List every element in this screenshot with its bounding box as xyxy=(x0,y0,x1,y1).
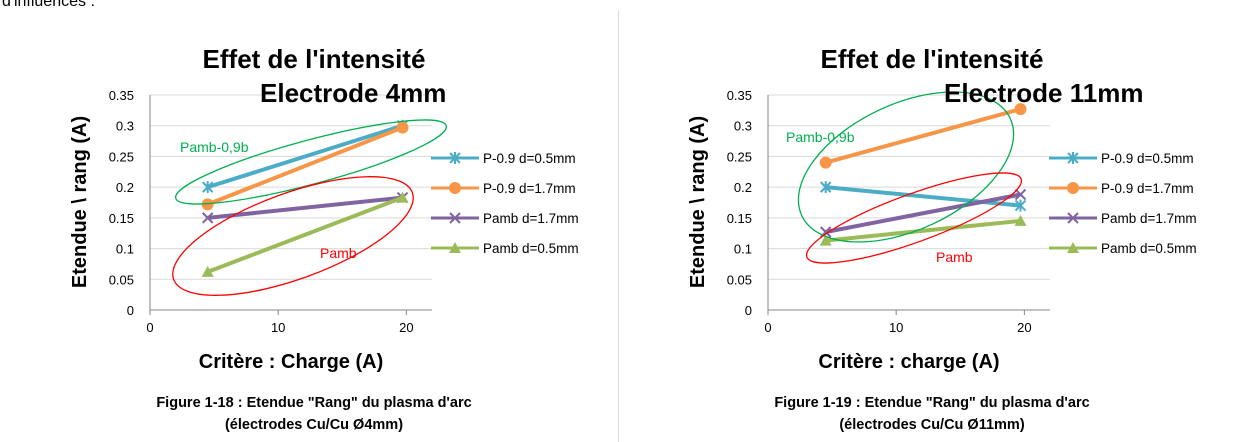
annotation-ellipse-red xyxy=(805,172,1023,264)
data-point xyxy=(201,265,214,277)
chart-left-svg: 0 0.05 0.1 0.15 0.2 0.25 0.3 0.35 0 10 20 Pamb-0,9b… xyxy=(69,44,579,373)
data-point xyxy=(819,234,832,246)
panel-divider xyxy=(618,10,619,442)
annotation-ellipse-green xyxy=(797,91,1015,243)
x-tick-label: 20 xyxy=(399,320,413,335)
data-point xyxy=(1014,103,1027,116)
legend-item: P-0.9 d=0.5mm xyxy=(1049,151,1194,166)
x-tick-label: 10 xyxy=(889,320,903,335)
data-point xyxy=(201,212,214,224)
y-tick-label: 0.3 xyxy=(116,119,134,134)
legend-label: P-0.9 d=1.7mm xyxy=(1101,181,1194,196)
legend-label: Pamb d=1.7mm xyxy=(1101,211,1197,226)
y-tick-label: 0.25 xyxy=(727,149,752,164)
annotation-label: Pamb xyxy=(936,249,973,265)
y-axis-label: Etendue \ rang (A) xyxy=(69,116,91,288)
series-pamb-d-0-5mm xyxy=(819,214,1027,246)
data-point xyxy=(1067,212,1079,224)
data-point xyxy=(449,182,461,194)
data-point xyxy=(819,156,832,169)
chart-subtitle: Electrode 4mm xyxy=(260,78,446,108)
legend-label: P-0.9 d=0.5mm xyxy=(483,151,576,166)
series-line xyxy=(206,195,404,274)
annotation-ellipse-red xyxy=(172,176,414,296)
y-tick-label: 0.05 xyxy=(727,272,752,287)
data-point xyxy=(1014,188,1027,201)
legend-item: P-0.9 d=1.7mm xyxy=(431,181,576,196)
legend-item: Pamb d=0.5mm xyxy=(431,241,579,256)
y-tick-label: 0.2 xyxy=(116,180,134,195)
chart-panel-left: 0 0.05 0.1 0.15 0.2 0.25 0.3 0.35 0 10 20 Pamb-0,9b… xyxy=(8,10,620,442)
chart-panel-right: 0 0.05 0.1 0.15 0.2 0.25 0.3 0.35 0 10 20 Pamb-0,9b… xyxy=(626,10,1238,442)
legend-item: Pamb d=0.5mm xyxy=(1049,241,1197,256)
series-p-0-9-d-1-7mm xyxy=(819,103,1027,169)
data-point xyxy=(1014,199,1027,212)
data-point xyxy=(1067,242,1079,253)
series-line xyxy=(825,218,1021,243)
data-point xyxy=(201,198,214,211)
y-tick-label: 0.3 xyxy=(734,119,752,134)
data-point xyxy=(1067,152,1079,164)
y-tick-label: 0.35 xyxy=(109,88,134,103)
legend-item: P-0.9 d=1.7mm xyxy=(1049,181,1194,196)
y-tick-label: 0.1 xyxy=(116,242,134,257)
x-tick-label: 10 xyxy=(271,320,285,335)
legend-item: P-0.9 d=0.5mm xyxy=(431,151,576,166)
data-point xyxy=(449,242,461,253)
chart-right-svg: 0 0.05 0.1 0.15 0.2 0.25 0.3 0.35 0 10 20 Pamb-0,9b… xyxy=(687,44,1197,373)
figure-caption-line2: (électrodes Cu/Cu Ø11mm) xyxy=(839,417,1025,433)
data-point xyxy=(1014,214,1027,226)
y-tick-label: 0.15 xyxy=(727,211,752,226)
x-tick-label: 0 xyxy=(764,320,771,335)
annotation-label: Pamb xyxy=(320,245,357,261)
y-axis-label: Etendue \ rang (A) xyxy=(687,116,709,288)
x-tick-label: 20 xyxy=(1017,320,1031,335)
data-point xyxy=(396,121,409,134)
legend-item: Pamb d=1.7mm xyxy=(1049,211,1197,226)
legend-label: P-0.9 d=0.5mm xyxy=(1101,151,1194,166)
y-tick-label: 0 xyxy=(745,303,752,318)
series-pamb-d-1-7mm xyxy=(819,188,1027,238)
y-tick-label: 0.25 xyxy=(109,149,134,164)
figure-caption-line1: Figure 1-18 : Etendue "Rang" du plasma d… xyxy=(156,395,472,411)
y-tick-label: 0.15 xyxy=(109,211,134,226)
series-line xyxy=(825,192,1021,234)
x-tick-label: 0 xyxy=(146,320,153,335)
x-axis-label: Critère : Charge (A) xyxy=(199,351,383,373)
series-line xyxy=(207,123,404,190)
annotation-label: Pamb-0,9b xyxy=(180,139,249,155)
y-tick-label: 0.35 xyxy=(727,88,752,103)
data-point xyxy=(449,152,461,164)
legend-label: Pamb d=1.7mm xyxy=(483,211,579,226)
series-line xyxy=(207,195,403,220)
data-point xyxy=(201,181,214,194)
data-point xyxy=(449,212,461,224)
y-tick-label: 0.2 xyxy=(734,180,752,195)
legend-item: Pamb d=1.7mm xyxy=(431,211,579,226)
series-p-0-9-d-1-7mm xyxy=(201,121,409,211)
series-pamb-d-0-5mm xyxy=(201,191,409,277)
chart-subtitle: Electrode 11mm xyxy=(944,78,1143,108)
chart-title: Effet de l'intensité xyxy=(203,44,426,74)
legend-label: Pamb d=0.5mm xyxy=(483,241,579,256)
chart-title: Effet de l'intensité xyxy=(821,44,1044,74)
legend-label: Pamb d=0.5mm xyxy=(1101,241,1197,256)
figure-caption-line2: (électrodes Cu/Cu Ø4mm) xyxy=(224,417,404,433)
data-point xyxy=(819,181,832,194)
y-tick-label: 0 xyxy=(127,303,134,318)
figure-caption-line1: Figure 1-19 : Etendue "Rang" du plasma d… xyxy=(774,395,1090,411)
header-snippet: d'influences : xyxy=(2,0,95,10)
data-point xyxy=(396,191,409,203)
annotation-label: Pamb-0,9b xyxy=(786,129,855,145)
y-tick-label: 0.1 xyxy=(734,242,752,257)
x-axis-label: Critère : charge (A) xyxy=(818,351,999,373)
series-line xyxy=(206,125,404,207)
y-tick-label: 0.05 xyxy=(109,272,134,287)
series-line xyxy=(825,107,1022,165)
data-point xyxy=(1067,182,1079,194)
legend-label: P-0.9 d=1.7mm xyxy=(483,181,576,196)
